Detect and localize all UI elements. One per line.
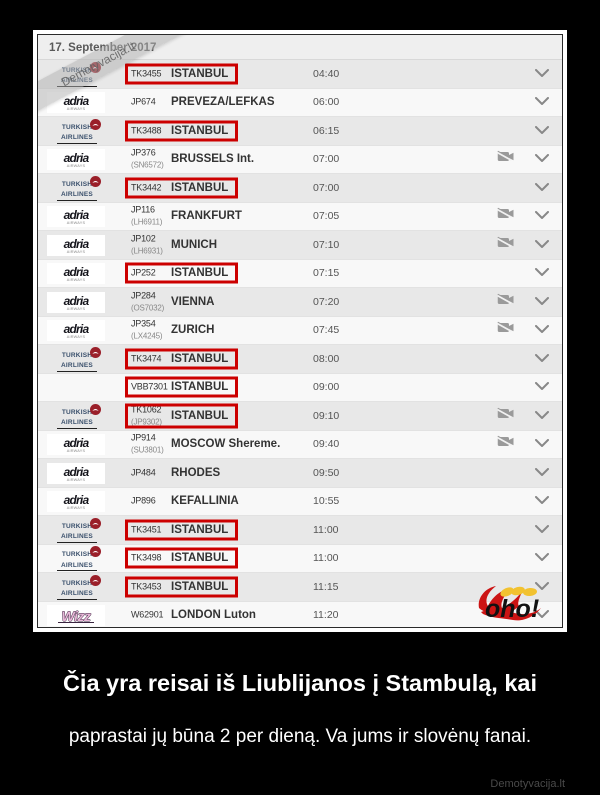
svg-text:oho!: oho! [485,595,539,623]
